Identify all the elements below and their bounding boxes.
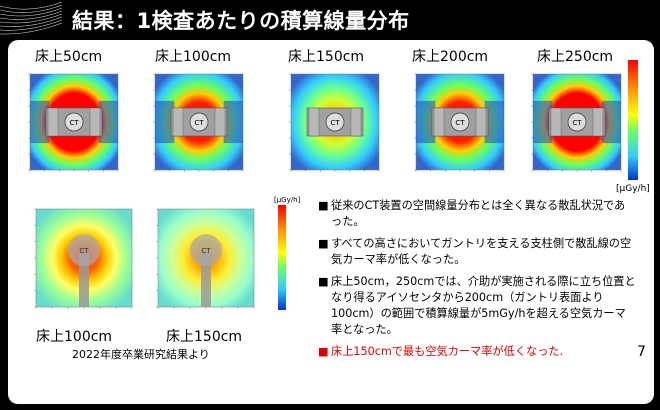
bottom-caption-2: 床上150cm — [166, 329, 243, 345]
ct-label: CT — [79, 247, 89, 255]
finding-text: すべての高さにおいてガントリを支える支柱側で散乱線の空気カーマ率が低くなった。 — [331, 237, 632, 266]
page-title: 結果：1検査あたりの積算線量分布 — [72, 9, 410, 33]
colorbar-bottom — [278, 205, 286, 310]
top-caption-3: 床上150cm — [288, 49, 365, 65]
colorbar-top — [628, 60, 638, 180]
finding-item-2: ■ すべての高さにおいてガントリを支える支柱側で散乱線の空気カーマ率が低くなった。 — [318, 236, 636, 268]
ct-label: CT — [69, 119, 79, 127]
finding-item-1: ■ 従来のCT装置の空間線量分布とは全く異なる散乱状況であった。 — [318, 198, 636, 230]
finding-text: 従来のCT装置の空間線量分布とは全く異なる散乱状況であった。 — [331, 199, 626, 228]
ct-label: CT — [572, 119, 582, 127]
ct-label: CT — [455, 119, 465, 127]
bullet-marker: ■ — [318, 199, 329, 212]
page-number: 7 — [637, 344, 646, 360]
heatmap-top-4: CT — [414, 73, 505, 172]
top-caption-4: 床上200cm — [412, 49, 489, 65]
ct-label: CT — [194, 119, 204, 127]
colorbar-label: [μGy/h] — [274, 196, 301, 204]
heatmap-top-3: CT — [289, 73, 380, 172]
heatmap-bottom-1: CT — [34, 208, 133, 309]
unit-label: [μGy/h] — [616, 184, 650, 194]
heatmap-top-2: CT — [153, 73, 244, 172]
title-bar: 結果：1検査あたりの積算線量分布 — [0, 0, 660, 40]
heatmap-top-5: CT — [531, 73, 622, 172]
bullet-marker: ■ — [318, 275, 329, 288]
heatmap-top-1: CT — [28, 73, 119, 172]
bottom-caption-1: 床上100cm — [36, 329, 113, 345]
findings-list: ■ 従来のCT装置の空間線量分布とは全く異なる散乱状況であった。 ■ すべての高さに… — [318, 198, 636, 366]
source-note: 2022年度卒業研究結果より — [72, 348, 210, 361]
finding-text: 床上50cm，250cmでは、介助が実施される際に立ち位置となり得るアイソセンタ… — [331, 275, 636, 336]
bullet-marker: ■ — [318, 237, 329, 250]
top-caption-5: 床上250cm — [537, 49, 614, 65]
finding-item-3: ■ 床上50cm，250cmでは、介助が実施される際に立ち位置となり得るアイソセン… — [318, 274, 636, 338]
decorative-wave-graphic — [0, 1, 63, 35]
top-caption-1: 床上50cm — [35, 49, 103, 65]
ct-label: CT — [330, 119, 340, 127]
heatmap-bottom-2: CT — [156, 208, 255, 309]
finding-item-4: ■ 床上150cmで最も空気カーマ率が低くなった. — [318, 344, 636, 360]
bullet-marker: ■ — [318, 345, 329, 358]
ct-label: CT — [201, 247, 211, 255]
finding-text: 床上150cmで最も空気カーマ率が低くなった. — [331, 345, 564, 358]
top-caption-2: 床上100cm — [155, 49, 232, 65]
